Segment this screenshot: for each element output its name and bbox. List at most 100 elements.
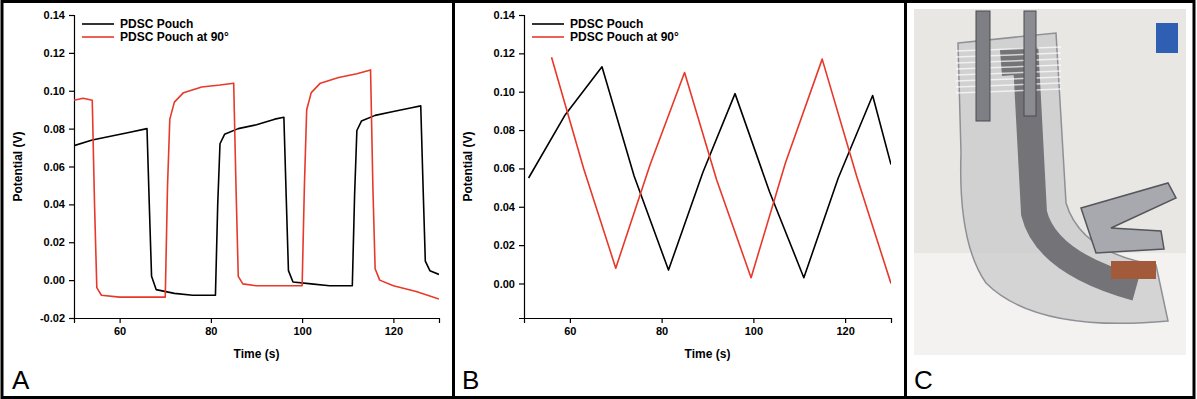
y-tick-label: 0.12 (44, 47, 65, 59)
legend-label: PDSC Pouch at 90° (120, 30, 229, 44)
data-line (529, 67, 891, 278)
panel-divider (904, 2, 907, 398)
panel-label: C (914, 365, 933, 395)
y-tick-label: 0.00 (44, 274, 65, 286)
x-tick-mark (211, 318, 212, 323)
clamp (1081, 183, 1176, 253)
y-tick: 0.00 (494, 278, 524, 290)
legend-entry: PDSC Pouch at 90° (82, 30, 229, 44)
y-tick: 0.08 (494, 124, 524, 136)
legend-entry: PDSC Pouch at 90° (532, 30, 679, 44)
y-tick-mark (69, 129, 74, 130)
x-tick-mark (120, 318, 121, 323)
y-tick-mark (519, 53, 524, 54)
y-tick: -0.02 (40, 312, 74, 324)
y-tick: 0.12 (44, 47, 74, 59)
x-axis-line (75, 319, 440, 324)
tape-stripe (956, 71, 1061, 75)
y-tick: 0.02 (494, 239, 524, 251)
plot: 60801001200.000.020.040.060.080.100.120.… (461, 9, 892, 361)
y-tick-label: 0.14 (494, 9, 516, 21)
y-tick-label: 0.00 (494, 278, 515, 290)
frame-border (2, 2, 1194, 398)
legend-label: PDSC Pouch at 90° (570, 30, 679, 44)
photo (914, 9, 1186, 355)
y-tick-mark (519, 168, 524, 169)
y-tick-label: 0.10 (44, 85, 65, 97)
y-tick: 0.04 (494, 201, 524, 213)
y-tick-label: 0.04 (494, 201, 516, 213)
y-tick-mark (69, 204, 74, 205)
tape-stripe (956, 77, 1061, 81)
panel-label: B (462, 365, 479, 395)
y-tick: 0.04 (44, 198, 74, 210)
x-tick-label: 100 (293, 325, 311, 337)
y-tick: 0.10 (44, 85, 74, 97)
y-tick-label: 0.06 (494, 162, 515, 174)
frame (2, 2, 1194, 398)
data-line (552, 57, 891, 283)
data-area (74, 70, 439, 299)
data-line (74, 70, 439, 299)
panel-label: A (12, 365, 30, 395)
x-tick-mark (753, 318, 754, 323)
tape-stripe (956, 83, 1061, 87)
y-tick-mark (69, 91, 74, 92)
y-tick: 0.10 (494, 86, 524, 98)
y-axis: -0.020.000.020.040.060.080.100.120.14 (40, 9, 75, 324)
data-area (529, 57, 891, 283)
y-tick-mark (69, 318, 74, 319)
y-tick: 0.06 (44, 161, 74, 173)
x-tick: 80 (656, 318, 668, 337)
y-axis-line (69, 16, 75, 319)
y-tick-mark (69, 15, 74, 16)
x-tick-label: 100 (745, 325, 763, 337)
x-tick-label: 60 (114, 325, 126, 337)
y-tick: 0.02 (44, 236, 74, 248)
clip-top-right (1024, 11, 1036, 116)
legend-label: PDSC Pouch (570, 17, 643, 31)
x-tick-label: 120 (836, 325, 854, 337)
y-tick-mark (519, 207, 524, 208)
tape-stripe (956, 47, 1061, 51)
y-tick-mark (519, 245, 524, 246)
y-tick: 0.12 (494, 47, 524, 59)
y-tick-label: 0.02 (494, 239, 515, 251)
panel-divider (452, 2, 455, 398)
tape-stripe (956, 53, 1061, 57)
x-tick: 100 (293, 318, 311, 337)
x-axis: 6080100120 (75, 318, 440, 337)
tape-stripe (956, 59, 1061, 63)
x-axis-title: Time (s) (685, 347, 731, 361)
y-axis: 0.00 0.02 0.04 0.06 0.08 0.10 0.12 0.14 (494, 9, 525, 318)
y-tick: 0.14 (494, 9, 524, 21)
x-tick-mark (662, 318, 663, 323)
legend-swatch (532, 23, 564, 25)
blue-clip (1156, 23, 1178, 53)
x-tick-label: 80 (205, 325, 217, 337)
x-axis: 6080100120 (525, 318, 892, 337)
panel: 60801001200.000.020.040.060.080.100.120.… (461, 9, 892, 395)
data-line (74, 106, 439, 295)
copper-tab (1111, 261, 1156, 279)
y-tick: 0.14 (44, 9, 74, 21)
x-tick-mark (302, 318, 303, 323)
y-tick-label: -0.02 (40, 312, 65, 324)
y-tick-mark (69, 242, 74, 243)
tape-stripe (956, 89, 1061, 93)
x-tick: 60 (114, 318, 126, 337)
y-tick: 0.00 (44, 274, 74, 286)
tape-stripe (956, 65, 1061, 69)
photo-background (914, 9, 1186, 355)
y-tick-label: 0.06 (44, 161, 65, 173)
legend-swatch (82, 23, 114, 25)
legend: PDSC PouchPDSC Pouch at 90° (532, 17, 679, 44)
x-tick-mark (845, 318, 846, 323)
x-tick-label: 80 (656, 325, 668, 337)
x-axis-title: Time (s) (234, 347, 280, 361)
y-axis-title: Potential (V) (461, 131, 475, 201)
x-tick: 100 (745, 318, 763, 337)
x-tick: 80 (205, 318, 217, 337)
plot: 6080100120-0.020.000.020.040.060.080.100… (11, 9, 440, 361)
legend-swatch (532, 36, 564, 38)
